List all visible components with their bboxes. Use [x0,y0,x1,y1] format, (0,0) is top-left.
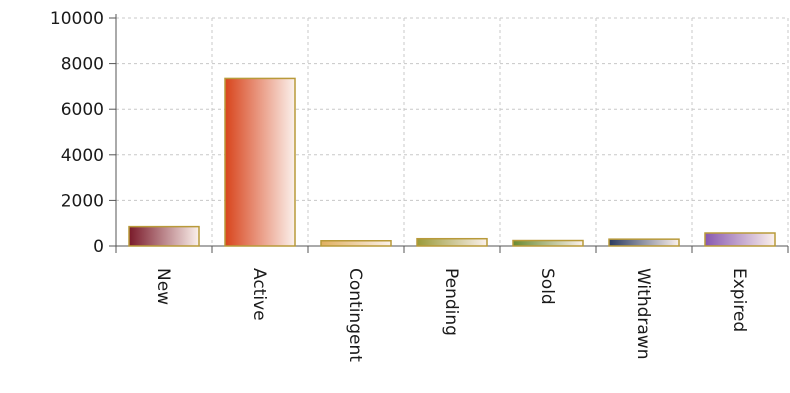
x-category-label: Active [249,268,269,321]
x-category-label: Pending [441,268,461,336]
y-tick-label: 10000 [50,9,104,29]
x-category-label: New [153,268,173,305]
y-axis-ticks: 0 2000 4000 6000 8000 10000 [50,9,116,257]
bar-new [128,225,200,247]
bar-active [224,77,296,247]
y-tick-label: 4000 [61,146,104,166]
x-category-label: Withdrawn [633,268,653,359]
bar-pending [416,237,488,247]
x-category-label: Expired [729,268,749,332]
y-tick-label: 8000 [61,55,104,75]
axes [115,14,788,247]
x-axis-ticks: New Active Contingent Pending Sold Withdrawn E… [115,246,789,362]
x-category-label: Contingent [345,268,365,362]
bars [128,77,776,247]
x-category-label: Sold [537,268,557,305]
bar-sold [512,239,584,247]
grid-lines [116,17,789,246]
y-tick-label: 2000 [61,191,104,211]
bar-contingent [320,240,392,247]
bar-expired [704,232,776,247]
bar-withdrawn [608,238,680,247]
y-tick-label: 6000 [61,100,104,120]
y-tick-label: 0 [93,237,104,257]
